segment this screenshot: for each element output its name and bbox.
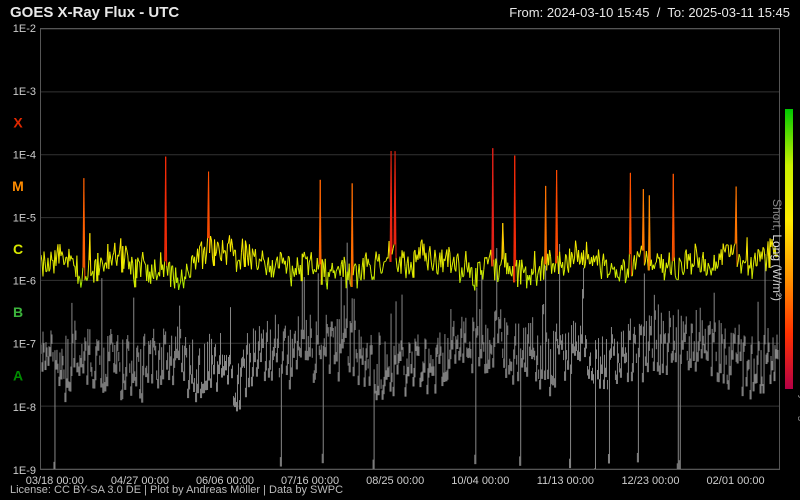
svg-text:11/13 00:00: 11/13 00:00: [537, 475, 594, 487]
svg-text:1E-3: 1E-3: [13, 86, 36, 98]
from-label: From:: [509, 5, 543, 20]
svg-text:B: B: [13, 304, 23, 320]
svg-text:1E-9: 1E-9: [13, 465, 36, 477]
svg-text:02/01 00:00: 02/01 00:00: [707, 475, 765, 487]
svg-text:10/04 00:00: 10/04 00:00: [451, 475, 509, 487]
from-value: 2024-03-10 15:45: [547, 5, 650, 20]
svg-text:12/23 00:00: 12/23 00:00: [621, 475, 679, 487]
intensity-legend-bar: [785, 109, 793, 389]
svg-text:M: M: [12, 178, 24, 194]
time-range: From: 2024-03-10 15:45 / To: 2025-03-11 …: [509, 5, 790, 20]
svg-text:C: C: [13, 241, 23, 257]
svg-text:1E-6: 1E-6: [13, 276, 36, 288]
to-label: To:: [667, 5, 684, 20]
svg-text:1E-2: 1E-2: [13, 23, 36, 35]
svg-text:1E-7: 1E-7: [13, 339, 36, 351]
svg-text:08/25 00:00: 08/25 00:00: [366, 475, 424, 487]
svg-text:X: X: [13, 115, 23, 131]
long-label: Long: [770, 234, 784, 261]
svg-text:A: A: [13, 367, 23, 383]
plot-area: [40, 28, 780, 470]
svg-text:1E-4: 1E-4: [13, 149, 36, 161]
footer-credits: License: CC BY-SA 3.0 DE | Plot by Andre…: [10, 484, 343, 496]
svg-text:1E-8: 1E-8: [13, 402, 36, 414]
unit-label: (W/m²): [770, 264, 784, 301]
y-axis-right-label: Short, Long (W/m²): [770, 199, 784, 301]
short-label: Short: [770, 199, 784, 228]
chart-title: GOES X-Ray Flux - UTC: [10, 4, 179, 21]
to-value: 2025-03-11 15:45: [688, 5, 790, 20]
svg-text:1E-5: 1E-5: [13, 212, 36, 224]
